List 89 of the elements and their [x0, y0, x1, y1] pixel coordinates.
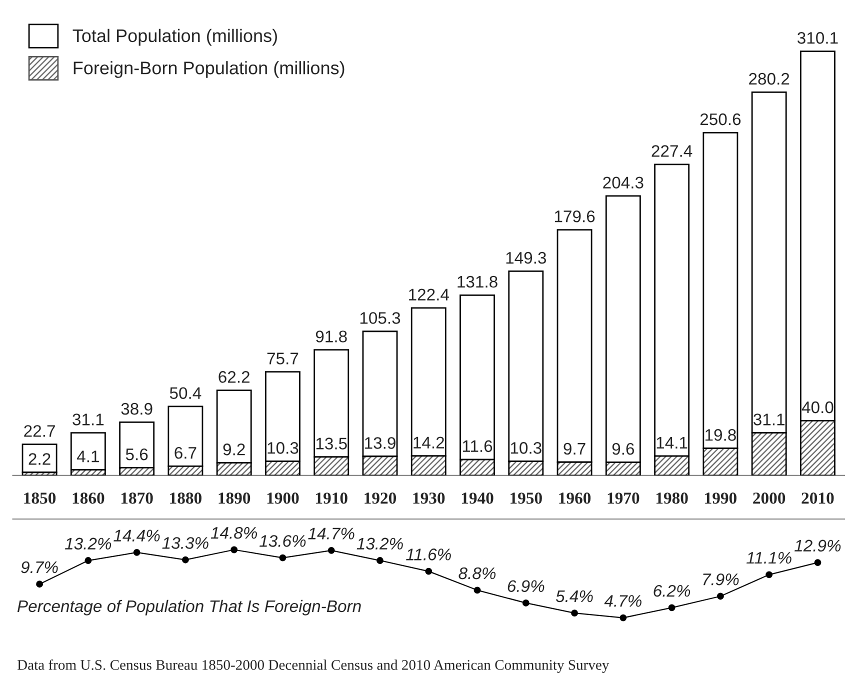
data-label: 11.1%	[746, 552, 792, 564]
total-label: 131.8	[458, 276, 498, 288]
x-tick-label: 1960	[559, 492, 591, 504]
total-label: 75.7	[267, 352, 298, 364]
data-label: 14.2	[414, 436, 444, 448]
total-label: 50.4	[170, 387, 202, 399]
x-tick-label: 1870	[121, 492, 153, 504]
point	[182, 556, 189, 564]
point	[230, 546, 238, 554]
x-tick-label: 1850	[24, 492, 56, 504]
data-label: 12.9%	[794, 540, 841, 552]
data-label: 19.8	[706, 429, 736, 441]
point	[668, 604, 676, 612]
data-label: 13.2%	[356, 538, 403, 550]
x-tick-label: 1930	[413, 492, 445, 504]
data-label: 13.3%	[162, 537, 208, 549]
data-label: 14.1	[656, 437, 688, 448]
data-label: 4.7%	[604, 595, 642, 607]
point	[571, 610, 578, 617]
data-label: 2.2	[28, 453, 50, 465]
point	[328, 546, 335, 554]
data-label: 6.2%	[654, 584, 690, 597]
x-tick-label: 1890	[218, 492, 250, 504]
x-tick-label: 1880	[170, 492, 202, 504]
data-label: 8.8%	[458, 567, 496, 580]
x-tick-label: 1950	[510, 492, 542, 504]
point	[474, 586, 481, 594]
point	[766, 571, 773, 578]
data-label: 6.7	[174, 446, 196, 459]
total-label: 122.4	[409, 288, 449, 300]
x-tick-label: 1980	[656, 492, 688, 504]
total-label: 31.1	[72, 414, 104, 426]
total-label: 250.6	[700, 113, 741, 126]
data-label: 9.2	[223, 444, 245, 456]
x-tick-label: 2010	[802, 492, 834, 504]
total-label: 105.3	[360, 312, 400, 324]
data-label: 4.1	[76, 450, 99, 462]
text: Data from U.S. Census Bureau 1850-2000 Decennial Census and 2010 American Community Survey	[17, 659, 610, 673]
data-label: 13.5	[316, 438, 347, 450]
data-label: 6.9%	[508, 580, 544, 592]
point	[716, 592, 724, 600]
point	[36, 580, 44, 588]
data-label: 10.3	[510, 442, 542, 454]
x-tick-label: 1860	[72, 492, 104, 504]
data-label: 14.4%	[114, 530, 160, 542]
total-label: 62.2	[218, 371, 250, 383]
total-label: 38.9	[121, 402, 152, 415]
x-tick-label: 1940	[462, 492, 494, 504]
legend-label: Foreign-Born Population (millions)	[74, 61, 344, 78]
data-label: 40.0	[802, 401, 834, 414]
point	[133, 548, 140, 556]
total-label: 310.1	[798, 32, 838, 44]
data-label: 9.7	[564, 442, 586, 455]
data-label: 13.6%	[260, 535, 306, 547]
point	[279, 554, 286, 562]
x-tick-label: 1970	[608, 492, 640, 504]
data-label: 5.6	[126, 448, 148, 460]
point	[620, 614, 627, 622]
total-label: 149.3	[506, 252, 546, 264]
point	[814, 559, 822, 566]
data-label: 13.9	[365, 437, 396, 449]
point	[376, 557, 384, 564]
total-label: 280.2	[749, 72, 790, 85]
x-tick-label: 1990	[705, 492, 736, 504]
total-label: 227.4	[652, 145, 692, 157]
point	[84, 557, 92, 564]
point	[522, 599, 530, 606]
data-label: 31.1	[754, 414, 784, 426]
data-label: 14.7%	[308, 528, 354, 540]
data-label: 10.3	[268, 442, 298, 454]
total-label: 204.3	[603, 176, 644, 189]
total-label: 22.7	[24, 425, 55, 437]
annotation: Percentage of Population That Is Foreign-Born	[17, 600, 361, 616]
data-label: 11.6%	[406, 548, 451, 560]
data-label: 5.4%	[556, 590, 593, 602]
data-label: 7.9%	[703, 573, 739, 586]
data-label: 13.2%	[64, 538, 112, 550]
total-label: 91.8	[316, 330, 347, 342]
x-tick-label: 2000	[753, 492, 786, 504]
data-label: 14.8%	[210, 526, 258, 539]
data-label: 11.6	[462, 440, 492, 452]
data-label: 9.6	[612, 442, 634, 455]
point	[425, 568, 432, 575]
legend-label: Total Population (millions)	[72, 28, 277, 46]
x-tick-label: 1910	[316, 492, 348, 504]
total-label: 179.6	[554, 210, 595, 222]
data-label: 9.7%	[21, 561, 58, 574]
x-tick-label: 1900	[267, 492, 299, 504]
x-tick-label: 1920	[364, 492, 396, 504]
